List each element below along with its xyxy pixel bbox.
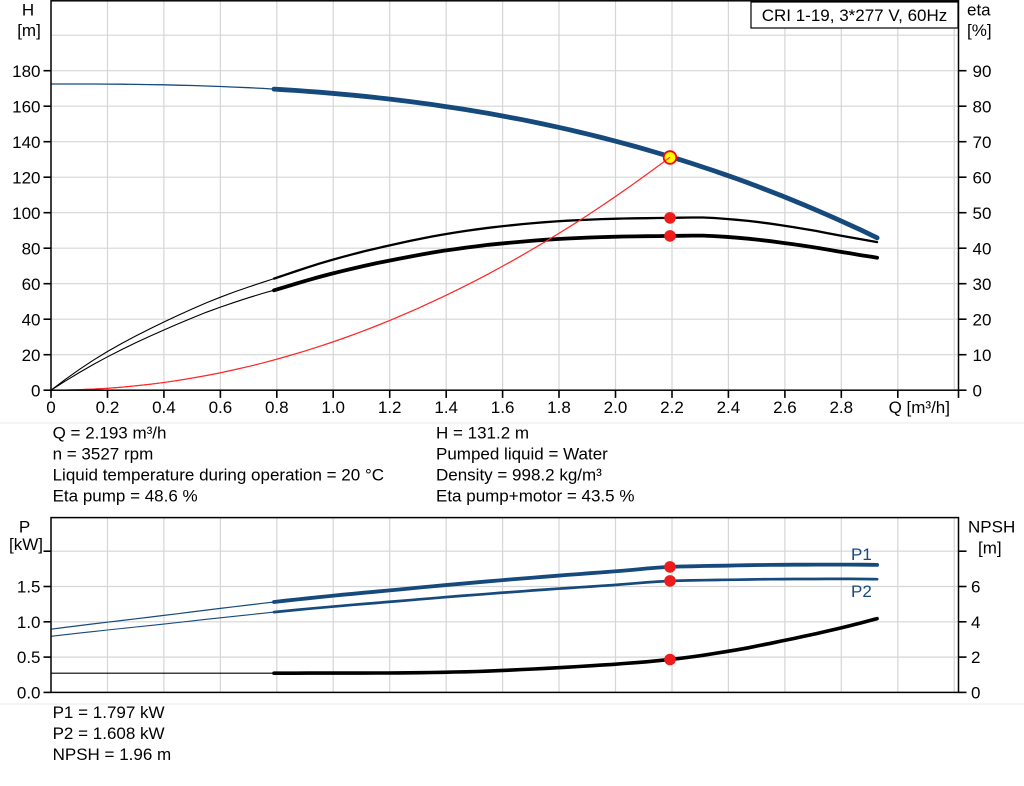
svg-text:n = 3527 rpm: n = 3527 rpm (53, 445, 154, 464)
svg-text:10: 10 (973, 346, 992, 365)
svg-text:0.4: 0.4 (152, 398, 176, 417)
svg-text:P1: P1 (851, 545, 872, 564)
svg-text:40: 40 (973, 239, 992, 258)
svg-text:0.6: 0.6 (209, 398, 233, 417)
svg-text:2.4: 2.4 (717, 398, 741, 417)
svg-text:20: 20 (22, 346, 41, 365)
svg-text:P1 = 1.797 kW: P1 = 1.797 kW (53, 703, 165, 722)
svg-text:1.5: 1.5 (17, 578, 41, 597)
svg-text:NPSH = 1.96 m: NPSH = 1.96 m (53, 745, 172, 764)
svg-text:140: 140 (12, 133, 40, 152)
svg-text:[kW]: [kW] (9, 535, 43, 554)
svg-text:4: 4 (971, 613, 980, 632)
svg-text:40: 40 (22, 310, 41, 329)
svg-text:Pumped liquid = Water: Pumped liquid = Water (436, 445, 608, 464)
svg-text:90: 90 (973, 62, 992, 81)
svg-text:Density = 998.2 kg/m³: Density = 998.2 kg/m³ (436, 466, 602, 485)
svg-text:0: 0 (973, 381, 982, 400)
svg-text:1.6: 1.6 (491, 398, 515, 417)
svg-text:30: 30 (973, 275, 992, 294)
svg-text:CRI 1-19, 3*277 V, 60Hz: CRI 1-19, 3*277 V, 60Hz (762, 6, 948, 25)
svg-text:1.0: 1.0 (321, 398, 345, 417)
svg-text:Eta pump = 48.6 %: Eta pump = 48.6 % (53, 487, 198, 506)
svg-text:1.0: 1.0 (17, 613, 41, 632)
svg-text:80: 80 (22, 239, 41, 258)
svg-text:0.5: 0.5 (17, 648, 41, 667)
svg-text:P2 = 1.608 kW: P2 = 1.608 kW (53, 724, 165, 743)
svg-text:20: 20 (973, 310, 992, 329)
svg-text:0.2: 0.2 (96, 398, 120, 417)
svg-text:50: 50 (973, 204, 992, 223)
svg-text:2.8: 2.8 (829, 398, 853, 417)
svg-text:0: 0 (31, 381, 40, 400)
svg-text:P2: P2 (851, 582, 872, 601)
svg-text:2.6: 2.6 (773, 398, 797, 417)
svg-text:2.2: 2.2 (660, 398, 684, 417)
svg-text:100: 100 (12, 204, 40, 223)
svg-text:0.0: 0.0 (17, 684, 41, 703)
svg-text:70: 70 (973, 133, 992, 152)
svg-text:2.0: 2.0 (604, 398, 628, 417)
svg-text:1.8: 1.8 (547, 398, 571, 417)
svg-text:P: P (19, 518, 30, 537)
svg-text:Liquid temperature during oper: Liquid temperature during operation = 20… (53, 466, 384, 485)
svg-text:160: 160 (12, 97, 40, 116)
svg-text:2: 2 (971, 648, 980, 667)
svg-text:1.2: 1.2 (378, 398, 402, 417)
svg-text:NPSH: NPSH (968, 518, 1015, 537)
svg-text:1.4: 1.4 (434, 398, 458, 417)
svg-text:[m]: [m] (978, 539, 1002, 558)
svg-text:Q [m³/h]: Q [m³/h] (889, 398, 950, 417)
svg-text:Eta pump+motor = 43.5 %: Eta pump+motor = 43.5 % (436, 487, 634, 506)
svg-text:eta: eta (967, 1, 991, 20)
svg-text:H: H (22, 1, 34, 20)
svg-text:Q = 2.193 m³/h: Q = 2.193 m³/h (53, 424, 167, 443)
svg-text:60: 60 (22, 275, 41, 294)
svg-text:6: 6 (971, 578, 980, 597)
svg-text:60: 60 (973, 168, 992, 187)
svg-text:0: 0 (46, 398, 55, 417)
svg-text:H = 131.2 m: H = 131.2 m (436, 424, 529, 443)
svg-text:80: 80 (973, 97, 992, 116)
svg-text:[m]: [m] (17, 21, 41, 40)
svg-text:0: 0 (971, 684, 980, 703)
svg-text:180: 180 (12, 62, 40, 81)
svg-text:0.8: 0.8 (265, 398, 289, 417)
svg-text:[%]: [%] (967, 21, 992, 40)
svg-text:120: 120 (12, 168, 40, 187)
